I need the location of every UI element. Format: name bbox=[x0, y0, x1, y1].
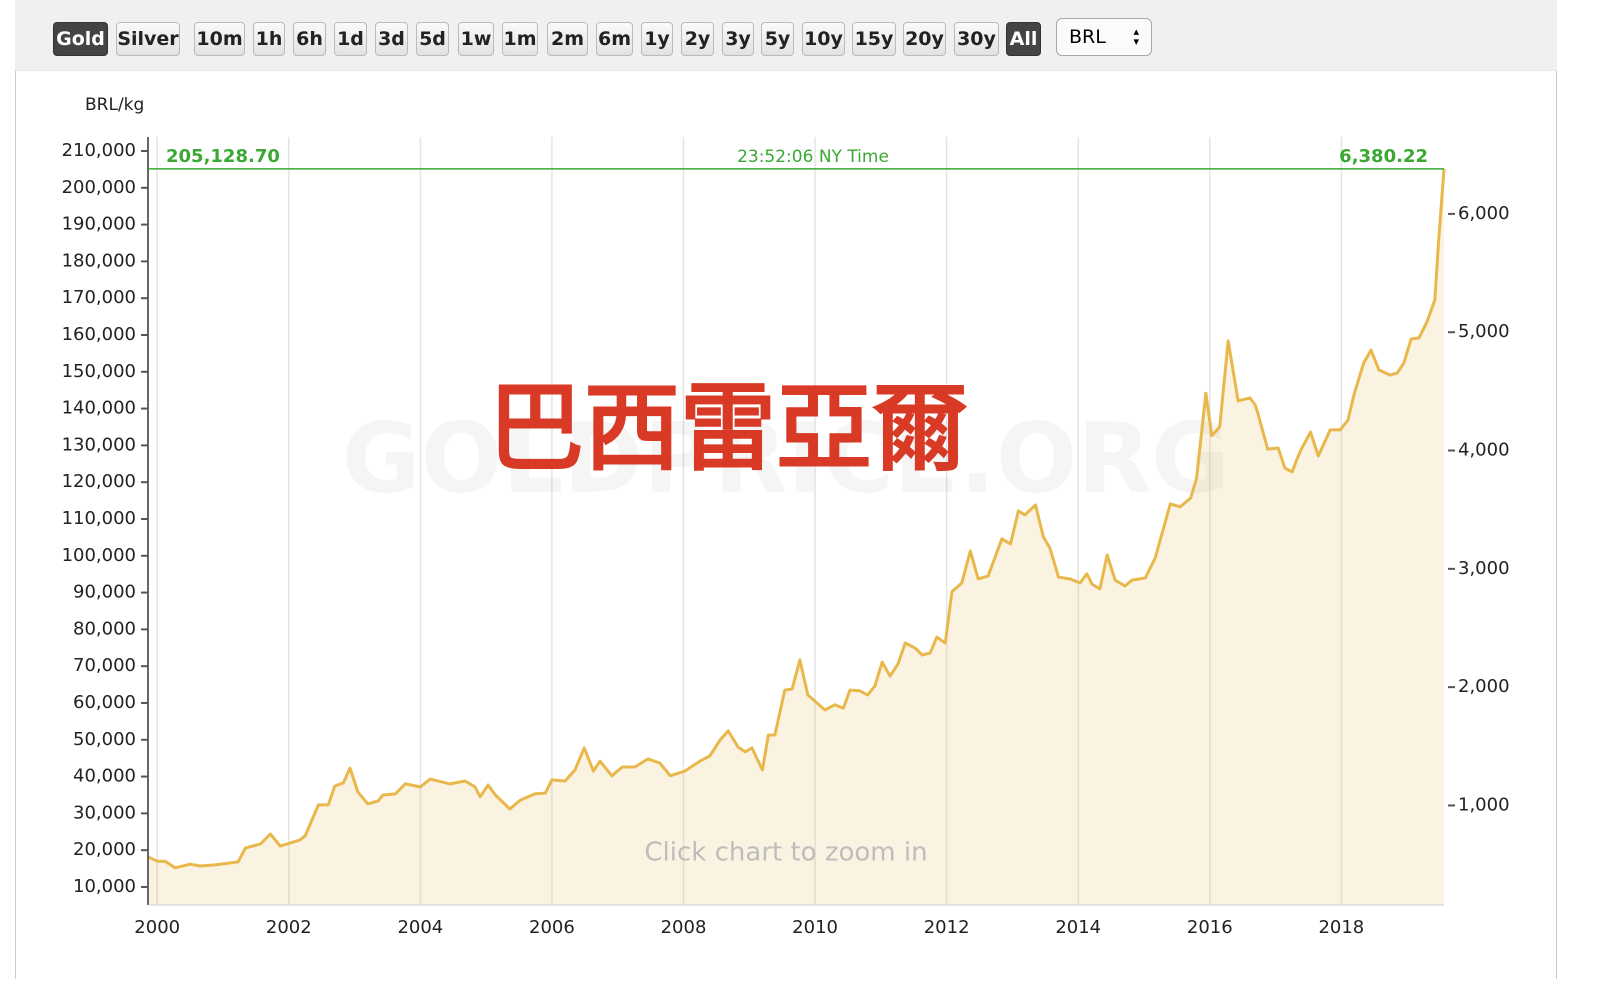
y-tick-label: 130,000 bbox=[62, 434, 136, 455]
y2-tick-label: 6,000 bbox=[1458, 203, 1510, 224]
area-fill bbox=[148, 168, 1444, 905]
x-tick-label: 2002 bbox=[266, 917, 312, 938]
y-tick-label: 140,000 bbox=[62, 398, 136, 419]
y-tick-label: 20,000 bbox=[73, 839, 136, 860]
range-button[interactable]: 1m bbox=[502, 22, 538, 56]
y-tick-label: 170,000 bbox=[62, 287, 136, 308]
toolbar: Gold Silver 10m 1h 6h 1d 3d 5d 1w 1m 2m 6m 1y 2y 3y 5y 1… bbox=[15, 0, 1557, 71]
range-button[interactable]: 2y bbox=[681, 22, 714, 56]
range-button[interactable]: 6m bbox=[596, 22, 633, 56]
currency-select[interactable]: BRL ▴ ▾ bbox=[1056, 18, 1152, 56]
range-button[interactable]: 2m bbox=[547, 22, 588, 56]
y-tick-label: 180,000 bbox=[62, 250, 136, 271]
y-tick-label: 150,000 bbox=[62, 361, 136, 382]
x-tick-label: 2016 bbox=[1187, 917, 1233, 938]
range-button[interactable]: 15y bbox=[852, 22, 896, 56]
x-tick-label: 2006 bbox=[529, 917, 575, 938]
range-button[interactable]: 1w bbox=[458, 22, 494, 56]
x-tick-label: 2012 bbox=[924, 917, 970, 938]
y-tick-label: 120,000 bbox=[62, 471, 136, 492]
range-button[interactable]: 10y bbox=[802, 22, 845, 56]
y-tick-label: 210,000 bbox=[62, 140, 136, 161]
y-tick-label: 40,000 bbox=[73, 766, 136, 787]
y-tick-label: 80,000 bbox=[73, 618, 136, 639]
range-button[interactable]: 3y bbox=[722, 22, 754, 56]
range-button[interactable]: All bbox=[1006, 22, 1041, 56]
x-tick-label: 2010 bbox=[792, 917, 838, 938]
range-button[interactable]: Silver bbox=[116, 22, 180, 56]
y2-tick-label: 2,000 bbox=[1458, 676, 1510, 697]
y-tick-label: 70,000 bbox=[73, 655, 136, 676]
range-button[interactable]: 1y bbox=[641, 22, 673, 56]
plot-background bbox=[148, 137, 1444, 905]
range-button[interactable]: 1d bbox=[334, 22, 367, 56]
y-tick-label: 100,000 bbox=[62, 545, 136, 566]
zoom-hint: Click chart to zoom in bbox=[644, 838, 927, 868]
y-tick-label: 10,000 bbox=[73, 876, 136, 897]
range-button[interactable]: 30y bbox=[954, 22, 999, 56]
x-tick-label: 2000 bbox=[134, 917, 180, 938]
y2-tick-label: 5,000 bbox=[1458, 321, 1510, 342]
y2-tick-label: 1,000 bbox=[1458, 794, 1510, 815]
y-tick-label: 190,000 bbox=[62, 214, 136, 235]
annotation: 巴西雷亞爾 bbox=[488, 372, 968, 484]
range-button[interactable]: 6h bbox=[293, 22, 326, 56]
watermark: GOLDPRICE.ORG bbox=[342, 402, 1230, 514]
x-tick-label: 2014 bbox=[1055, 917, 1101, 938]
x-tick-label: 2008 bbox=[661, 917, 707, 938]
y-tick-label: 160,000 bbox=[62, 324, 136, 345]
range-button[interactable]: 1h bbox=[253, 22, 285, 56]
y-tick-label: 50,000 bbox=[73, 729, 136, 750]
chart-frame bbox=[15, 0, 1557, 979]
y-tick-label: 90,000 bbox=[73, 582, 136, 603]
range-button[interactable]: 20y bbox=[903, 22, 946, 56]
y-tick-label: 30,000 bbox=[73, 802, 136, 823]
range-button[interactable]: 10m bbox=[194, 22, 245, 56]
select-arrow: ▴ ▾ bbox=[1133, 25, 1139, 48]
y-axis-label: BRL/kg bbox=[85, 95, 144, 115]
x-tick-label: 2004 bbox=[397, 917, 443, 938]
range-button[interactable]: 5y bbox=[761, 22, 794, 56]
range-button[interactable]: 3d bbox=[375, 22, 408, 56]
y2-tick-label: 4,000 bbox=[1458, 440, 1510, 461]
current-price-label-y2: 6,380.22 bbox=[1339, 146, 1428, 167]
price-line bbox=[147, 168, 1446, 870]
y-tick-label: 110,000 bbox=[62, 508, 136, 529]
currency-value: BRL bbox=[1069, 26, 1106, 48]
y-tick-label: 200,000 bbox=[62, 177, 136, 198]
current-price-label: 205,128.70 bbox=[166, 146, 280, 167]
y-tick-label: 60,000 bbox=[73, 692, 136, 713]
y2-tick-label: 3,000 bbox=[1458, 558, 1510, 579]
range-button[interactable]: 5d bbox=[416, 22, 449, 56]
range-button[interactable]: Gold bbox=[53, 22, 108, 56]
price-time: 23:52:06 NY Time bbox=[737, 147, 889, 167]
x-tick-label: 2018 bbox=[1318, 917, 1364, 938]
